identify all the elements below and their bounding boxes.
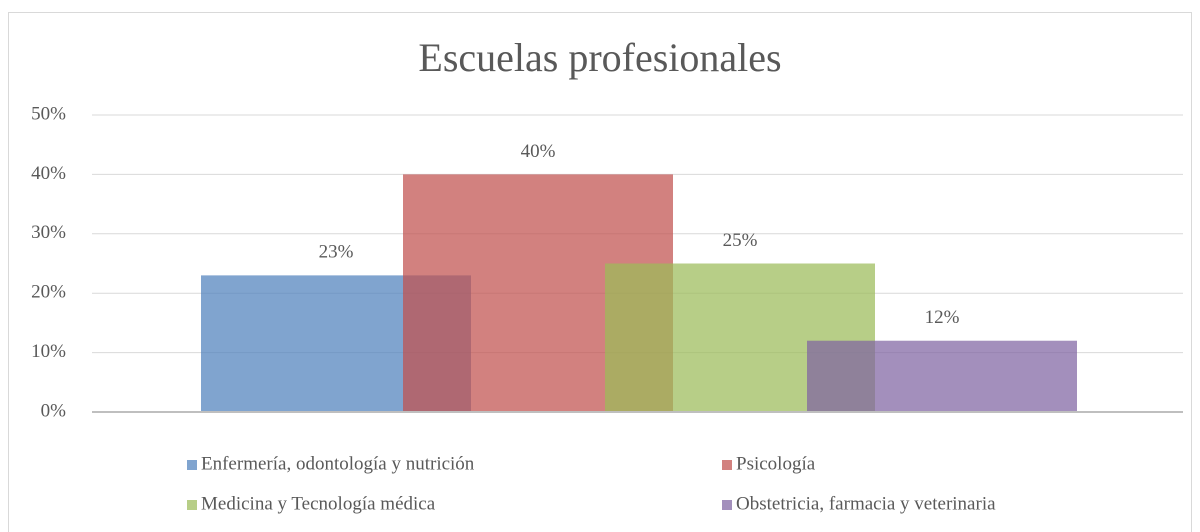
legend-swatch bbox=[722, 500, 732, 510]
legend-swatch bbox=[187, 460, 197, 470]
y-tick-label: 10% bbox=[31, 341, 66, 362]
y-tick-label: 50% bbox=[31, 103, 66, 124]
bar bbox=[807, 340, 1077, 412]
y-tick-label: 30% bbox=[31, 222, 66, 243]
chart-title: Escuelas profesionales bbox=[418, 35, 781, 80]
data-label: 12% bbox=[925, 307, 960, 328]
data-label: 23% bbox=[319, 242, 354, 263]
legend-label: Medicina y Tecnología médica bbox=[201, 493, 436, 514]
legend-label: Psicología bbox=[736, 453, 816, 474]
legend-swatch bbox=[722, 460, 732, 470]
data-label: 40% bbox=[521, 141, 556, 162]
legend-swatch bbox=[187, 500, 197, 510]
legend-label: Obstetricia, farmacia y veterinaria bbox=[736, 493, 996, 514]
y-tick-label: 20% bbox=[31, 282, 66, 303]
y-tick-label: 40% bbox=[31, 163, 66, 184]
y-tick-label: 0% bbox=[41, 400, 67, 421]
legend-label: Enfermería, odontología y nutrición bbox=[201, 453, 475, 474]
data-label: 25% bbox=[723, 230, 758, 251]
